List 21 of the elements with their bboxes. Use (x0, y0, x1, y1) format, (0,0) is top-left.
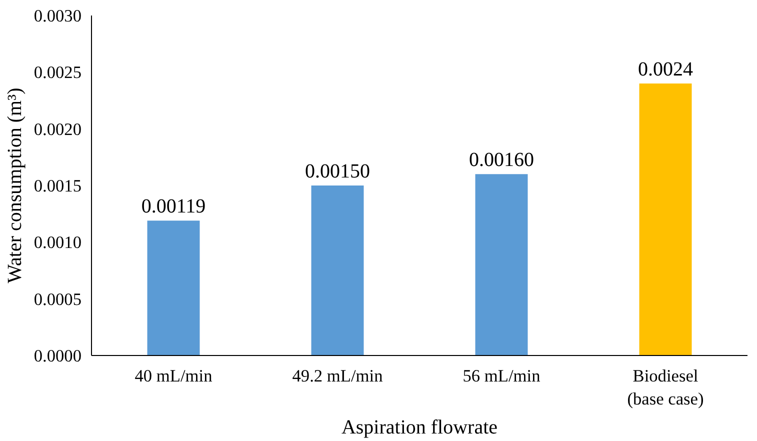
y-tick-label: 0.0005 (34, 290, 82, 309)
x-tick-label: 56 mL/min (462, 366, 541, 386)
bar (311, 186, 364, 356)
y-tick-label: 0.0030 (34, 6, 82, 26)
data-label: 0.00150 (305, 160, 370, 182)
y-tick-label: 0.0015 (34, 176, 82, 196)
y-tick-label: 0.0000 (34, 346, 82, 366)
x-tick-label: 49.2 mL/min (292, 366, 384, 386)
data-label: 0.00119 (141, 196, 206, 218)
y-tick-label: 0.0025 (34, 63, 82, 82)
x-tick-label: 40 mL/min (134, 366, 213, 386)
data-label: 0.0024 (638, 58, 693, 80)
bar (147, 220, 200, 356)
bar (475, 174, 528, 356)
y-axis-title: Water consumption (m³) (4, 88, 26, 284)
bar (639, 84, 692, 356)
data-label: 0.00160 (469, 149, 534, 172)
y-tick-label: 0.0020 (34, 120, 82, 139)
x-axis-title: Aspiration flowrate (341, 416, 498, 438)
x-tick-label: Biodiesel (base case) (627, 366, 704, 408)
y-tick-label: 0.0010 (34, 233, 82, 252)
